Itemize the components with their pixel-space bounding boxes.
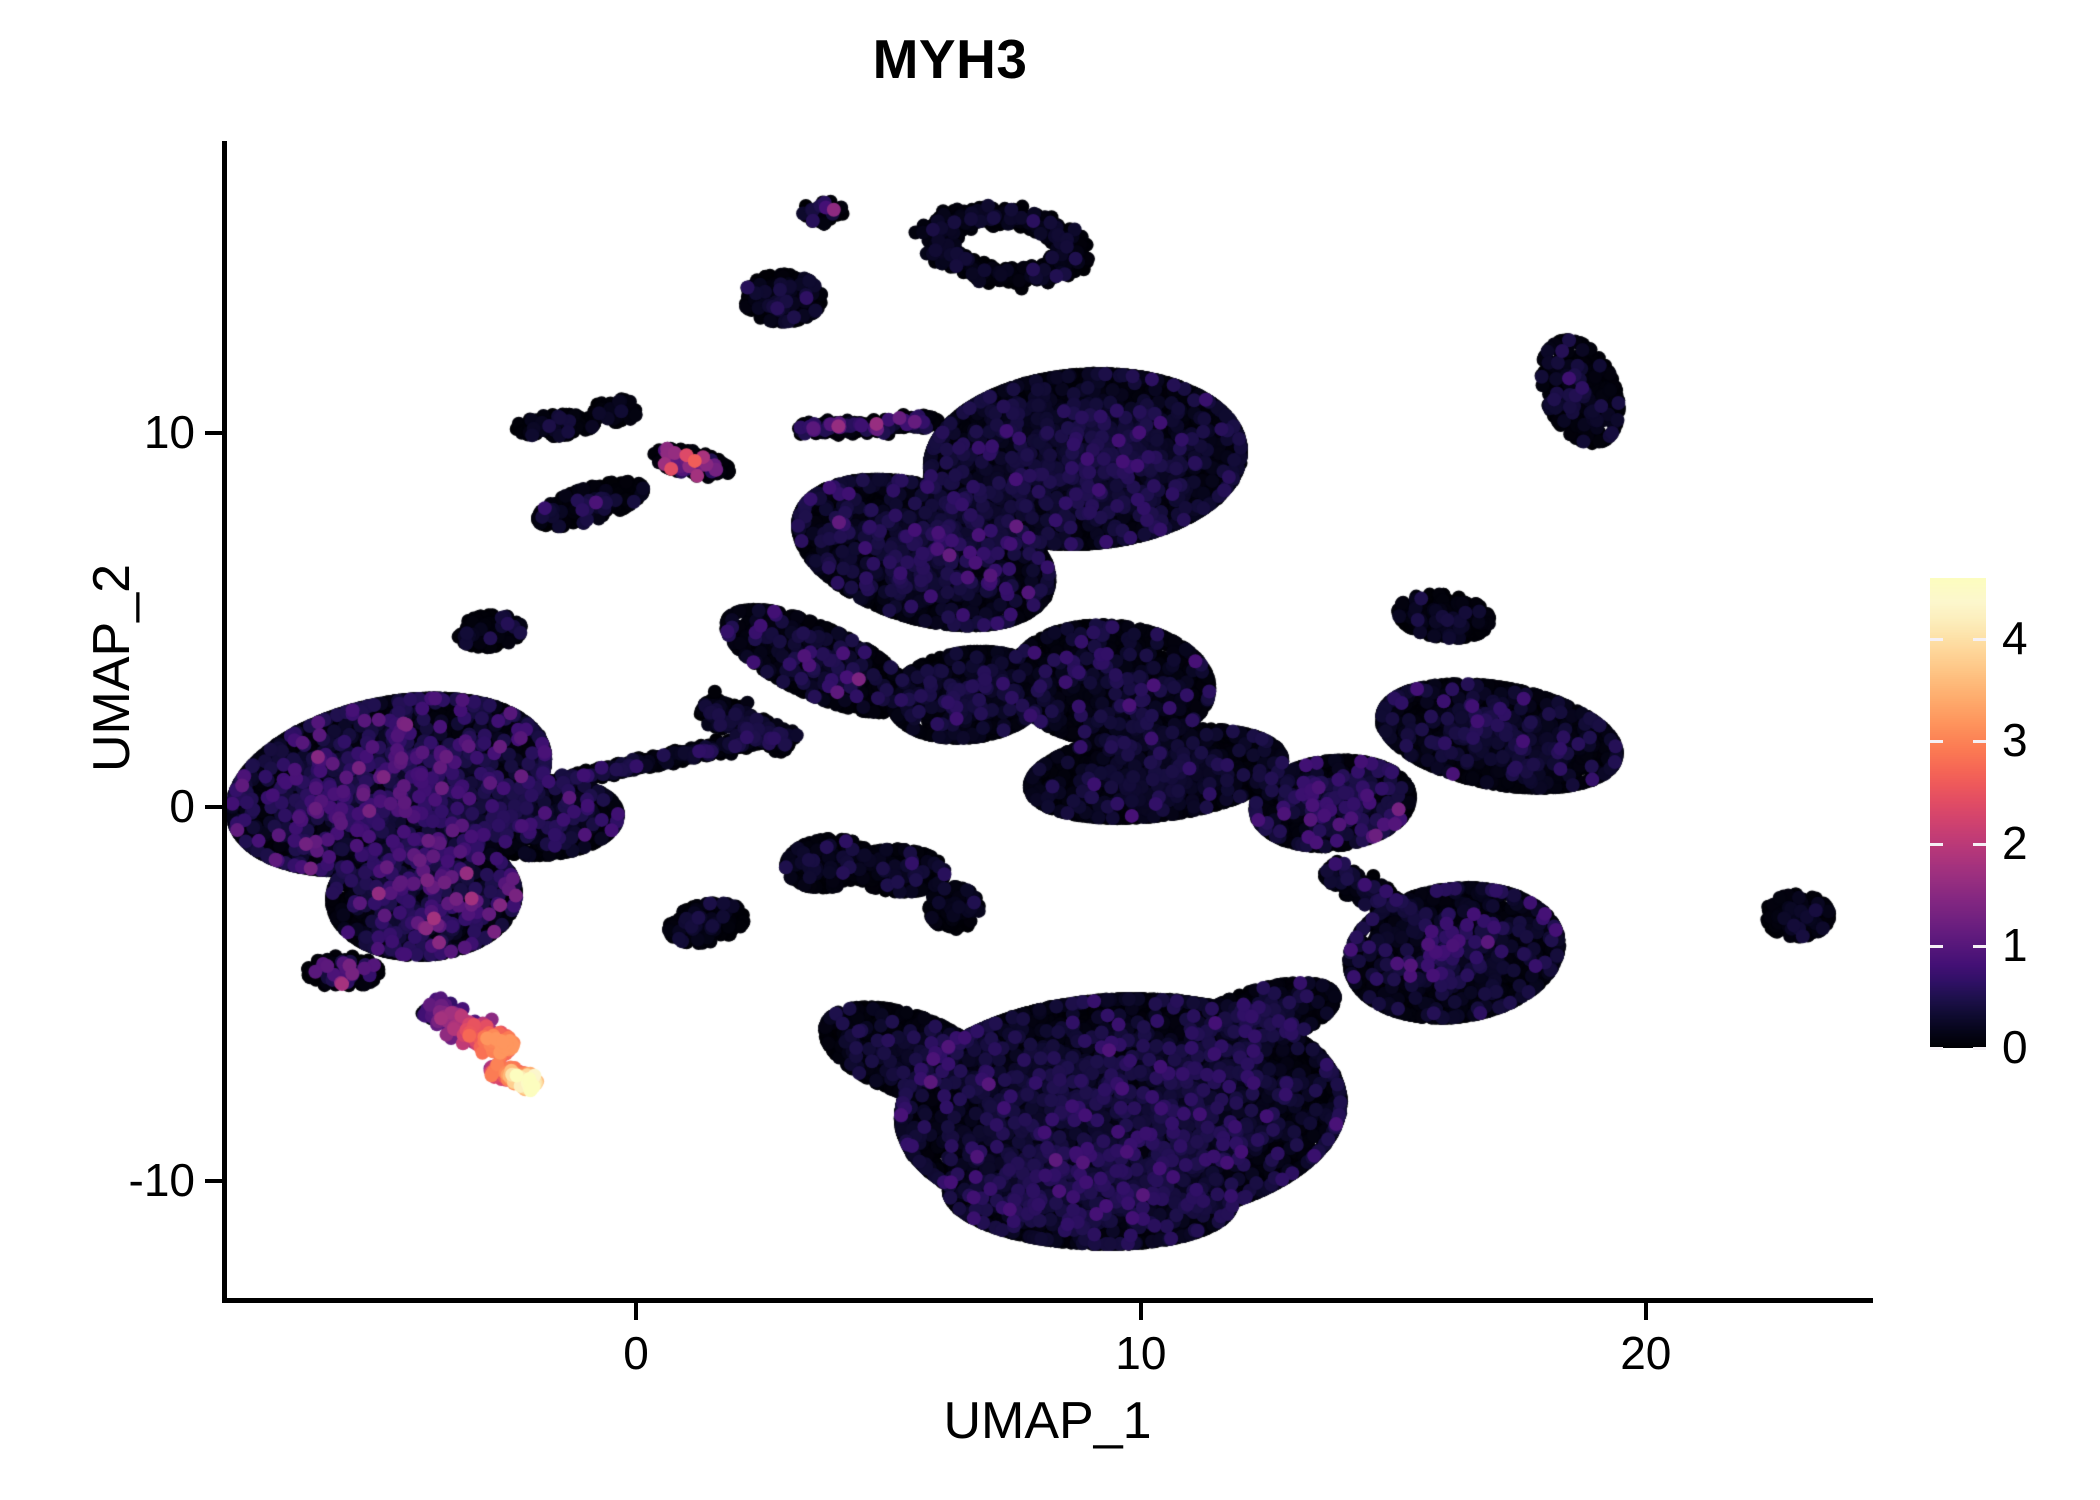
x-tick-label: 0 [623, 1327, 649, 1379]
y-tick-label: 0 [169, 780, 195, 833]
x-tick-mark [1643, 1303, 1648, 1320]
x-axis-line [222, 1298, 1873, 1303]
x-axis-title: UMAP_1 [943, 1392, 1152, 1450]
colorbar-tick-mark [1930, 944, 1943, 948]
colorbar-tick-label: 1 [2002, 918, 2028, 971]
colorbar-tick-mark [1930, 740, 1943, 744]
colorbar-tick-mark [1973, 638, 1986, 642]
colorbar-tick-label: 2 [2002, 816, 2028, 869]
x-tick-mark [634, 1303, 638, 1320]
colorbar-tick-label: 4 [2002, 612, 2028, 665]
colorbar-tick-mark [1973, 842, 1986, 846]
colorbar-tick-label: 3 [2002, 714, 2028, 767]
y-tick-mark [205, 430, 222, 435]
y-axis-title: UMAP_2 [83, 563, 141, 773]
y-tick-label: 10 [143, 405, 195, 458]
y-axis-line [222, 141, 227, 1303]
colorbar-legend: 4 3 2 1 0 [1930, 578, 2090, 1070]
scatter-plot-canvas[interactable] [222, 141, 1873, 1301]
y-tick-mark [205, 1179, 222, 1184]
y-tick-mark [205, 805, 222, 810]
x-tick-label: 10 [1115, 1327, 1167, 1379]
colorbar-gradient [1930, 578, 1986, 1048]
colorbar-tick-mark [1973, 1047, 1986, 1050]
colorbar-tick-mark [1973, 944, 1986, 948]
colorbar-tick-mark [1930, 842, 1943, 846]
x-tick-label: 20 [1620, 1327, 1672, 1379]
page-title: MYH3 [872, 28, 1028, 90]
colorbar-tick-label: 0 [2002, 1021, 2028, 1073]
colorbar-tick-mark [1930, 1047, 1943, 1050]
colorbar-tick-mark [1973, 740, 1986, 744]
colorbar-tick-mark [1930, 638, 1943, 642]
x-tick-mark [1138, 1303, 1143, 1320]
y-tick-label: -10 [128, 1154, 195, 1207]
